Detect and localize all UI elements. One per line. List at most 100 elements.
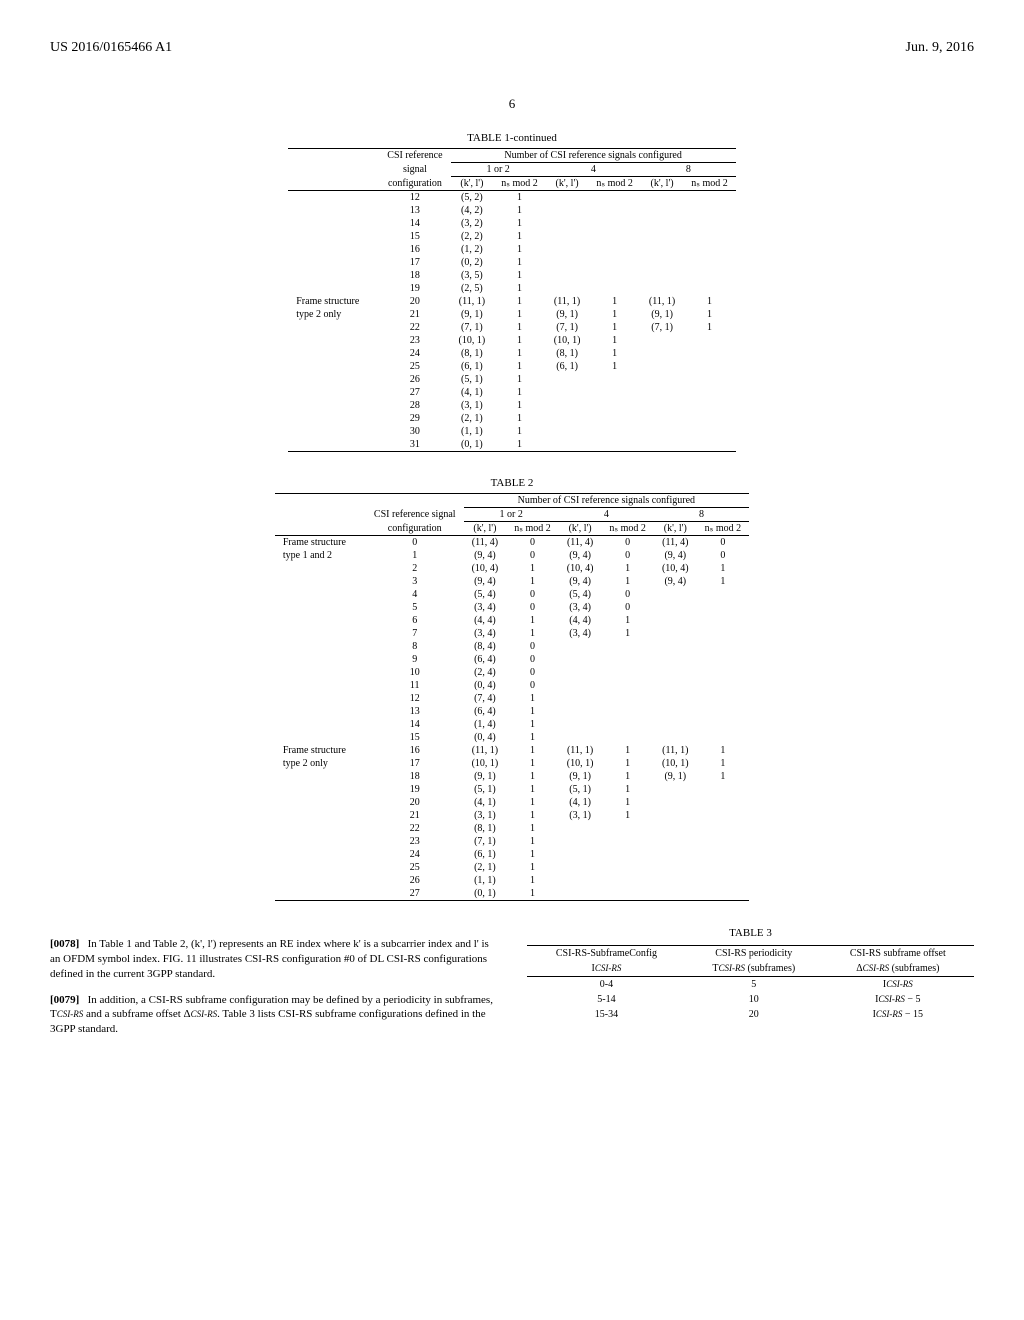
table-cell bbox=[588, 217, 641, 230]
table-cell: 4 bbox=[366, 588, 464, 601]
table-cell: 1 bbox=[506, 757, 559, 770]
table-cell: 1 bbox=[601, 783, 654, 796]
table-cell: 26 bbox=[366, 874, 464, 887]
table-1-continued: TABLE 1-continued CSI referenceNumber of… bbox=[50, 132, 974, 452]
table-row: 2(10, 4)1(10, 4)1(10, 4)1 bbox=[275, 562, 749, 575]
row-group-label bbox=[275, 614, 366, 627]
left-column: [0078] In Table 1 and Table 2, (k', l') … bbox=[50, 926, 497, 1048]
table-cell: 18 bbox=[379, 269, 450, 282]
table-cell bbox=[588, 256, 641, 269]
table-cell bbox=[683, 204, 736, 217]
table-cell bbox=[601, 705, 654, 718]
row-group-label bbox=[275, 887, 366, 901]
row-group-label bbox=[288, 360, 379, 373]
table-cell bbox=[559, 874, 602, 887]
table-cell: 1 bbox=[493, 308, 546, 321]
table-cell bbox=[654, 835, 697, 848]
table-cell: (3, 1) bbox=[464, 809, 507, 822]
row-group-label bbox=[275, 692, 366, 705]
table-cell bbox=[641, 217, 683, 230]
table-row: type 2 only21(9, 1)1(9, 1)1(9, 1)1 bbox=[288, 308, 735, 321]
table-cell: 0 bbox=[697, 536, 750, 550]
table-cell bbox=[641, 399, 683, 412]
row-group-label bbox=[288, 412, 379, 425]
table-cell: 5-14 bbox=[527, 992, 686, 1007]
table-cell: 2 bbox=[366, 562, 464, 575]
table-cell: 1 bbox=[506, 848, 559, 861]
t2-grp-4: 4 bbox=[559, 508, 654, 522]
table-cell: 1 bbox=[588, 308, 641, 321]
table-cell: 12 bbox=[379, 191, 450, 205]
table-cell: 1 bbox=[506, 783, 559, 796]
table-cell: 1 bbox=[697, 562, 750, 575]
t2-grp-8: 8 bbox=[654, 508, 749, 522]
table-cell: 7 bbox=[366, 627, 464, 640]
table-row: 29(2, 1)1 bbox=[288, 412, 735, 425]
table-cell bbox=[546, 217, 589, 230]
table-cell: 1 bbox=[697, 575, 750, 588]
table-cell: 0 bbox=[506, 666, 559, 679]
table-cell: (9, 4) bbox=[654, 549, 697, 562]
table-cell bbox=[588, 269, 641, 282]
t1-grp-4: 4 bbox=[546, 163, 641, 177]
table-row: type 1 and 21(9, 4)0(9, 4)0(9, 4)0 bbox=[275, 549, 749, 562]
table-cell: 1 bbox=[506, 575, 559, 588]
row-group-label bbox=[275, 562, 366, 575]
table-2-body: Number of CSI reference signals configur… bbox=[275, 493, 749, 901]
table-cell: 1 bbox=[506, 562, 559, 575]
table-cell: 1 bbox=[506, 705, 559, 718]
table-cell: 0 bbox=[601, 601, 654, 614]
table-cell: (8, 1) bbox=[464, 822, 507, 835]
table-cell bbox=[697, 718, 750, 731]
table-cell: (3, 1) bbox=[559, 809, 602, 822]
row-group-label bbox=[288, 191, 379, 205]
table-cell: (4, 1) bbox=[559, 796, 602, 809]
row-group-label bbox=[288, 243, 379, 256]
table-cell: (10, 4) bbox=[464, 562, 507, 575]
table-cell: 16 bbox=[366, 744, 464, 757]
table-cell bbox=[559, 705, 602, 718]
table-cell: 1 bbox=[506, 796, 559, 809]
table-cell: (11, 1) bbox=[559, 744, 602, 757]
row-group-label: Frame structure bbox=[275, 536, 366, 550]
table-row: 19(5, 1)1(5, 1)1 bbox=[275, 783, 749, 796]
table-cell bbox=[697, 796, 750, 809]
table-row: 4(5, 4)0(5, 4)0 bbox=[275, 588, 749, 601]
table-cell: 25 bbox=[366, 861, 464, 874]
table-cell: 1 bbox=[493, 191, 546, 205]
table-cell: (7, 1) bbox=[464, 835, 507, 848]
table-cell: 1 bbox=[697, 757, 750, 770]
table-cell: (2, 1) bbox=[464, 861, 507, 874]
table-cell: 23 bbox=[366, 835, 464, 848]
table-row: 15-3420ICSI-RS − 15 bbox=[527, 1007, 974, 1022]
table-cell: (11, 1) bbox=[641, 295, 683, 308]
table-cell: (11, 4) bbox=[464, 536, 507, 550]
table-cell bbox=[697, 887, 750, 901]
table-row: 9(6, 4)0 bbox=[275, 653, 749, 666]
table-cell: 14 bbox=[366, 718, 464, 731]
t3-h1b: ICSI-RS bbox=[527, 961, 686, 977]
t2-hdr-csi: CSI reference signal bbox=[366, 508, 464, 522]
row-group-label bbox=[275, 874, 366, 887]
table-cell: (9, 4) bbox=[464, 575, 507, 588]
row-group-label: type 2 only bbox=[288, 308, 379, 321]
row-group-label: type 1 and 2 bbox=[275, 549, 366, 562]
table-cell bbox=[641, 230, 683, 243]
table-cell bbox=[654, 874, 697, 887]
table-cell bbox=[654, 627, 697, 640]
table-cell: 10 bbox=[686, 992, 822, 1007]
t1-grp-8: 8 bbox=[641, 163, 736, 177]
table-cell: 0 bbox=[506, 549, 559, 562]
table-cell bbox=[559, 887, 602, 901]
table-cell: 1 bbox=[601, 770, 654, 783]
table-row: 12(7, 4)1 bbox=[275, 692, 749, 705]
table-row: 13(6, 4)1 bbox=[275, 705, 749, 718]
table-3: CSI-RS-SubframeConfig CSI-RS periodicity… bbox=[527, 945, 974, 1022]
table-cell: 1 bbox=[601, 562, 654, 575]
table-cell bbox=[588, 282, 641, 295]
table-cell bbox=[641, 334, 683, 347]
row-group-label bbox=[275, 640, 366, 653]
table-cell: 1 bbox=[506, 744, 559, 757]
doc-id: US 2016/0165466 A1 bbox=[50, 40, 172, 56]
table-cell: (11, 1) bbox=[451, 295, 494, 308]
